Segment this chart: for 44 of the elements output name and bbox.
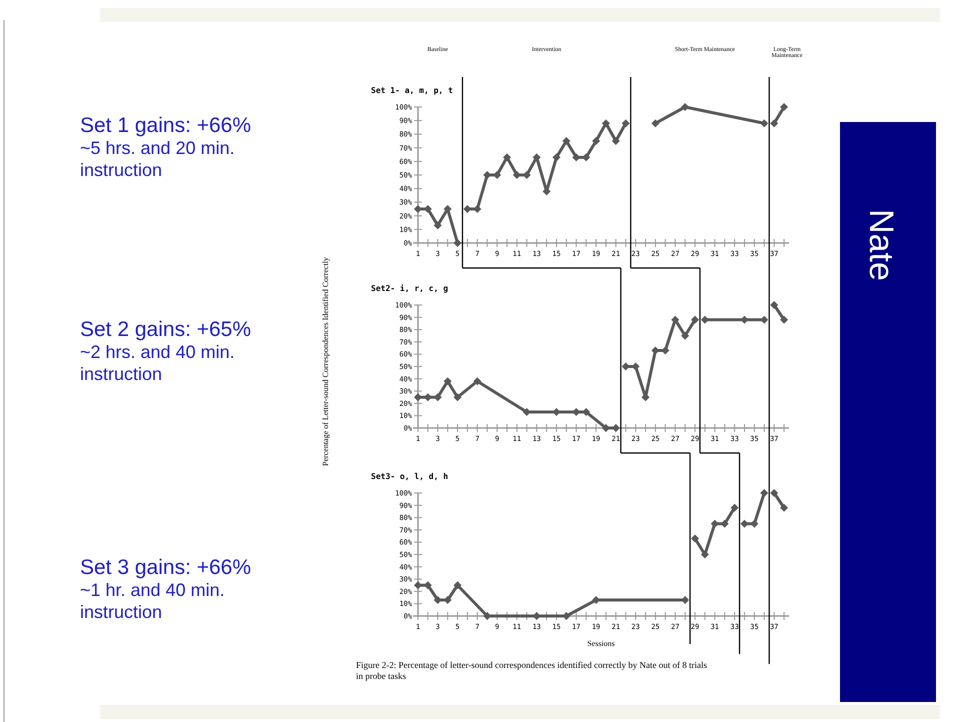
point [651,119,660,128]
point [780,504,788,512]
point [454,581,462,590]
point [444,205,452,213]
point [434,221,442,230]
text: Set 2 gains: +65% [80,318,252,341]
point [691,534,699,543]
text: ~5 hrs. and 20 min. instruction [80,138,235,180]
x-axis-title: Sessions [587,639,615,648]
text: Set 1 gains: +66% [80,114,252,137]
chart-title: Set2- i, r, c, g [371,284,448,293]
text: ~1 hr. and 40 min. instruction [80,580,225,622]
point [454,393,462,402]
point [780,316,788,324]
point [770,301,778,309]
point [592,137,600,145]
point [760,119,768,128]
point [454,239,462,247]
point [760,489,768,497]
point [414,581,422,590]
point [552,153,560,162]
point [473,377,482,386]
text: Set 3 gains: +66% [80,556,252,579]
point [770,119,778,128]
point [414,393,422,402]
point [612,137,620,145]
point [740,520,748,528]
point [622,119,630,128]
point [780,103,788,111]
text: ~2 hrs. and 40 min. instruction [80,342,235,384]
point [681,332,690,340]
y-axis-title: Percentage of Letter-sound Correspondences Identified Correctly [321,257,330,466]
point [681,103,690,111]
chart-title: Set3- o, l, d, h [371,472,448,481]
point [770,489,778,497]
caption: Figure 2-2: Percentage of letter-sound correspondences identified correctly by Nate out of 8 trials in probe tasks [356,660,708,681]
point [602,119,610,128]
point [562,137,570,145]
point [503,153,511,162]
point [444,377,452,386]
point [730,504,739,512]
text: Nate [862,209,900,281]
chart-title: Set 1- a, m, p, t [371,86,454,95]
point [691,316,699,324]
